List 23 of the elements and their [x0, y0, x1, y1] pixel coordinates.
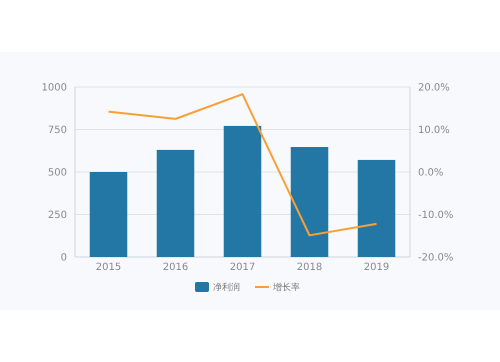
line-series [108, 93, 378, 236]
x-tick-label: 2017 [230, 262, 256, 273]
y-tick-label: 750 [48, 125, 67, 136]
bar [156, 150, 194, 257]
bar [90, 172, 128, 257]
y-tick-label: 1000 [42, 82, 67, 94]
x-tick-label: 2015 [96, 262, 122, 273]
y-tick-label: 0 [60, 252, 67, 264]
y-tick-label: 250 [48, 210, 67, 221]
y2-tick-label: 0.0% [418, 168, 444, 178]
legend-label: 增长率 [272, 282, 300, 294]
bar [358, 160, 396, 257]
y2-tick-label: 20.0% [418, 82, 450, 94]
legend-label: 净利润 [213, 282, 240, 294]
x-tick-label: 2018 [296, 262, 322, 273]
x-tick-label: 2016 [162, 262, 188, 273]
y2-tick-label: -10.0% [418, 210, 454, 221]
x-tick-label: 2019 [364, 262, 390, 273]
y2-tick-label: -20.0% [418, 252, 454, 264]
bar [224, 126, 262, 257]
bar [290, 147, 328, 257]
y-tick-label: 500 [48, 168, 67, 178]
y2-tick-label: 10.0% [418, 125, 450, 136]
